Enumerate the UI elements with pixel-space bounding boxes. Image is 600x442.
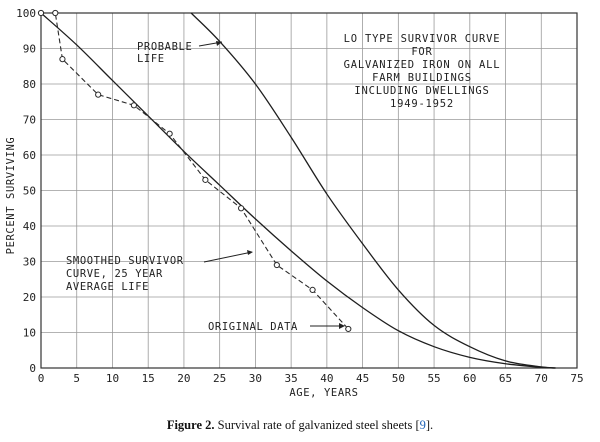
chart-title-line: FARM BUILDINGS xyxy=(372,72,472,84)
data-point-marker xyxy=(52,9,59,17)
x-tick-label: 20 xyxy=(177,372,190,385)
y-tick-label: 60 xyxy=(23,149,36,162)
x-tick-label: 30 xyxy=(249,372,262,385)
x-tick-label: 60 xyxy=(463,372,476,385)
y-tick-label: 50 xyxy=(23,185,36,198)
data-point-marker xyxy=(95,91,102,98)
data-point-marker xyxy=(130,102,138,109)
y-tick-label: 0 xyxy=(29,362,36,375)
data-point-marker xyxy=(238,205,245,212)
y-tick-label: 40 xyxy=(23,220,36,233)
series xyxy=(37,9,556,369)
x-axis-label: AGE, YEARS xyxy=(289,387,358,399)
probable-life-label: PROBABLE xyxy=(137,41,192,53)
x-tick-label: 5 xyxy=(73,372,80,385)
caption-text: Survival rate of galvanized steel sheets… xyxy=(214,418,420,432)
x-tick-label: 0 xyxy=(38,372,45,385)
smoothed-curve-label: CURVE, 25 YEAR xyxy=(66,268,163,280)
data-point-marker xyxy=(166,130,173,137)
x-tick-label: 75 xyxy=(570,372,583,385)
y-tick-label: 100 xyxy=(16,7,36,20)
chart-title-line: INCLUDING DWELLINGS xyxy=(354,85,489,97)
x-tick-label: 55 xyxy=(427,372,440,385)
x-tick-label: 15 xyxy=(142,372,155,385)
x-tick-label: 65 xyxy=(499,372,512,385)
x-tick-label: 45 xyxy=(356,372,369,385)
probable-life-arrowhead xyxy=(216,41,222,46)
caption-label: Figure 2. xyxy=(166,418,215,432)
figure-caption: Figure 2. Survival rate of galvanized st… xyxy=(0,418,600,433)
y-tick-label: 10 xyxy=(23,327,36,340)
data-point-marker xyxy=(202,176,209,183)
x-tick-label: 35 xyxy=(285,372,298,385)
x-tick-label: 10 xyxy=(106,372,119,385)
caption-end: ]. xyxy=(425,418,434,432)
x-tick-label: 25 xyxy=(213,372,226,385)
data-point-marker xyxy=(37,9,45,17)
chart-title-line: LO TYPE SURVIVOR CURVE xyxy=(344,33,501,45)
series-line xyxy=(190,12,556,369)
data-point-marker xyxy=(59,56,66,63)
y-tick-label: 80 xyxy=(23,78,36,91)
axes: 0 5 10 15 20 25 30 35 40 45 50 55 60 65 70 75 0 10 20 30 40 5… xyxy=(5,7,584,399)
chart-title-line: FOR xyxy=(411,46,432,58)
grid xyxy=(40,12,578,369)
smoothed-curve-pointer xyxy=(203,251,253,263)
chart-title-line: GALVANIZED IRON ON ALL xyxy=(344,59,501,71)
x-tick-label: 70 xyxy=(535,372,548,385)
y-tick-label: 20 xyxy=(23,291,36,304)
original-data-arrowhead xyxy=(339,323,345,329)
caption-ref: 9 xyxy=(419,418,426,432)
chart-title-line: 1949-1952 xyxy=(390,98,454,110)
original-data-label: ORIGINAL DATA xyxy=(208,321,298,333)
plot-frame xyxy=(40,12,578,369)
data-point-marker xyxy=(273,261,280,269)
probable-life-label: LIFE xyxy=(137,53,165,65)
x-tick-label: 50 xyxy=(392,372,405,385)
smoothed-curve-label: AVERAGE LIFE xyxy=(66,281,149,293)
y-axis-label: PERCENT SURVIVING xyxy=(5,137,17,255)
series-line xyxy=(40,12,556,369)
y-tick-label: 90 xyxy=(23,43,36,56)
y-tick-label: 70 xyxy=(23,114,36,127)
x-tick-label: 40 xyxy=(320,372,333,385)
y-tick-label: 30 xyxy=(23,256,36,269)
data-point-marker xyxy=(309,286,316,293)
data-point-marker xyxy=(345,325,352,333)
smoothed-curve-arrowhead xyxy=(247,250,253,255)
smoothed-curve-label: SMOOTHED SURVIVOR xyxy=(66,255,184,267)
